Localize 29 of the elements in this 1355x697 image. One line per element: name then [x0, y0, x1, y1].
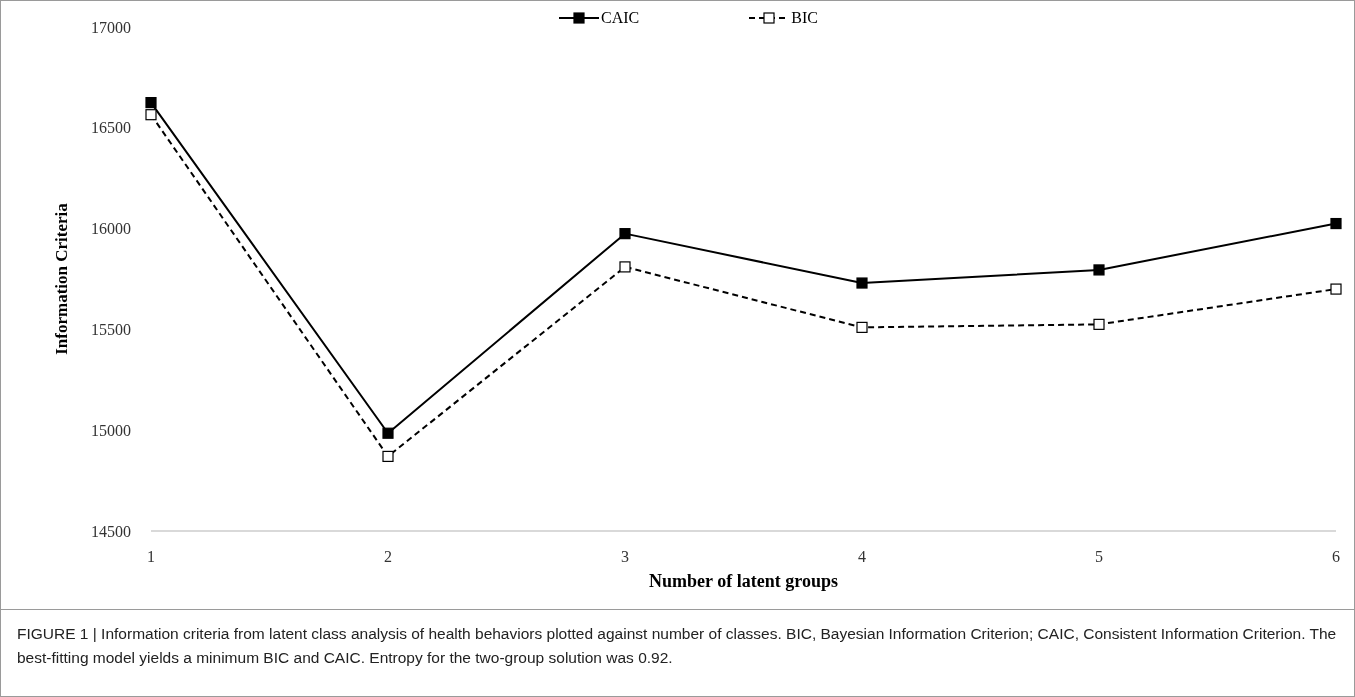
point	[1093, 264, 1105, 276]
point	[1330, 283, 1342, 295]
y-tick-label: 15500	[91, 321, 131, 339]
caption: FIGURE 1 | Information criteria from latent class analysis of health behaviors plotted against number of classes. BIC, Bayesian Information Criterion; CAIC, Consistent Information Criterion. The best-fitting model yields a minimum BIC and CAIC. Entropy for the two-group solution was 0.92.	[17, 624, 1338, 668]
x-tick-label: 3	[621, 548, 629, 566]
point	[1093, 318, 1105, 330]
point	[1330, 217, 1342, 230]
x-tick-label: 5	[1095, 548, 1103, 566]
x-tick-label: 1	[147, 548, 155, 566]
x-tick-label: 4	[858, 548, 866, 566]
point	[856, 277, 868, 289]
x-axis-title: Number of latent groups	[649, 571, 838, 591]
point	[856, 321, 868, 333]
legend-label: CAIC	[600, 9, 640, 27]
point	[619, 261, 631, 273]
y-tick-label: 16000	[91, 220, 131, 238]
x-tick-label: 6	[1332, 548, 1340, 566]
point	[145, 97, 157, 109]
y-tick-label: 16500	[91, 119, 131, 137]
point	[145, 109, 157, 121]
y-tick-label: 15000	[91, 421, 131, 439]
x-tick-label: 2	[384, 548, 392, 566]
legend-label: BIC	[790, 9, 818, 27]
point	[619, 228, 631, 240]
y-axis-title: Information Criteria	[52, 202, 72, 355]
y-tick-label: 14500	[91, 522, 131, 540]
y-tick-label: 17000	[91, 18, 131, 36]
point	[382, 427, 394, 439]
point	[382, 450, 394, 463]
